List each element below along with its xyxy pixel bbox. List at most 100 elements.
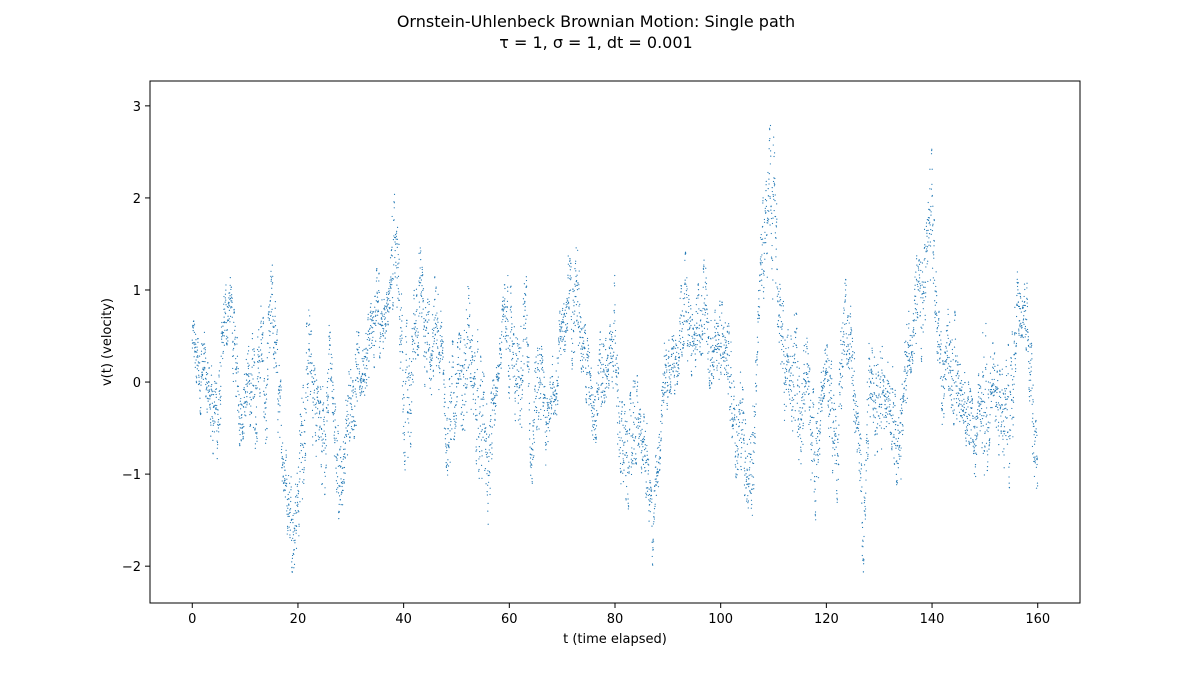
data-point — [337, 492, 340, 494]
data-point — [211, 402, 213, 404]
data-point — [810, 433, 812, 435]
data-point — [251, 338, 253, 340]
data-point — [658, 456, 661, 458]
data-point — [428, 311, 430, 313]
data-point — [740, 441, 743, 444]
data-point — [397, 297, 399, 299]
data-point — [439, 358, 442, 360]
data-point — [571, 368, 573, 370]
data-point — [524, 292, 526, 295]
data-point — [254, 443, 257, 445]
data-point — [276, 339, 278, 341]
data-point — [214, 391, 217, 393]
data-point — [842, 322, 844, 324]
data-point — [540, 363, 542, 365]
data-point — [585, 398, 587, 400]
data-point — [361, 391, 363, 393]
data-point — [246, 383, 248, 385]
data-point — [410, 409, 412, 412]
data-point — [844, 323, 846, 326]
data-point — [331, 368, 333, 370]
data-point — [473, 378, 475, 380]
data-point — [467, 323, 469, 326]
data-point — [829, 399, 831, 401]
data-point — [336, 453, 338, 455]
data-point — [457, 377, 459, 380]
data-point — [698, 324, 701, 326]
data-point — [312, 397, 314, 399]
data-point — [800, 411, 802, 413]
data-point — [333, 434, 335, 436]
data-point — [618, 405, 620, 407]
data-point — [525, 286, 527, 289]
data-point — [698, 308, 700, 310]
data-point — [342, 467, 344, 469]
data-point — [500, 349, 502, 351]
data-point — [621, 402, 623, 404]
data-point — [727, 340, 730, 343]
data-point — [457, 346, 459, 349]
data-point — [546, 423, 548, 425]
data-point — [826, 354, 828, 356]
data-point — [441, 351, 443, 353]
data-point — [780, 335, 783, 337]
data-point — [491, 458, 493, 460]
data-point — [404, 383, 407, 385]
data-point — [279, 405, 281, 407]
data-point — [827, 404, 829, 406]
data-point — [626, 455, 628, 457]
data-point — [208, 367, 210, 369]
data-point — [821, 400, 824, 402]
data-point — [542, 359, 544, 361]
data-point — [473, 382, 476, 384]
data-point — [253, 354, 255, 356]
data-point — [478, 458, 480, 460]
data-point — [593, 429, 595, 431]
data-point — [814, 451, 816, 453]
data-point — [754, 432, 756, 435]
data-point — [719, 366, 722, 369]
data-point — [414, 342, 416, 344]
data-point — [377, 322, 379, 324]
data-point — [221, 331, 223, 333]
data-point — [725, 357, 727, 359]
data-point — [248, 373, 250, 375]
data-point — [252, 378, 254, 380]
data-point — [474, 372, 476, 374]
data-point — [466, 343, 468, 345]
data-point — [245, 379, 248, 381]
data-point — [225, 322, 227, 324]
data-point — [616, 354, 618, 356]
data-point — [423, 355, 425, 357]
data-point — [307, 386, 309, 389]
data-point — [386, 292, 388, 294]
data-point — [542, 405, 544, 407]
data-point — [663, 399, 665, 401]
data-point — [506, 306, 508, 308]
data-point — [357, 363, 359, 366]
data-point — [637, 444, 639, 446]
data-point — [519, 385, 521, 387]
data-point — [416, 294, 418, 296]
data-point — [684, 282, 686, 284]
data-point — [288, 498, 290, 500]
data-point — [534, 385, 536, 387]
data-point — [576, 315, 578, 317]
data-point — [780, 320, 783, 323]
data-point — [464, 404, 466, 406]
data-point — [403, 438, 405, 441]
data-point — [405, 380, 407, 383]
data-point — [227, 340, 229, 342]
data-point — [365, 365, 368, 367]
data-point — [378, 272, 380, 274]
data-point — [538, 370, 541, 372]
data-point — [234, 325, 236, 327]
data-point — [311, 369, 313, 372]
data-point — [549, 418, 551, 420]
data-point — [558, 342, 560, 344]
data-point — [829, 374, 831, 376]
data-point — [246, 404, 248, 406]
data-point — [522, 303, 524, 305]
data-point — [749, 467, 751, 469]
data-point — [650, 490, 652, 492]
